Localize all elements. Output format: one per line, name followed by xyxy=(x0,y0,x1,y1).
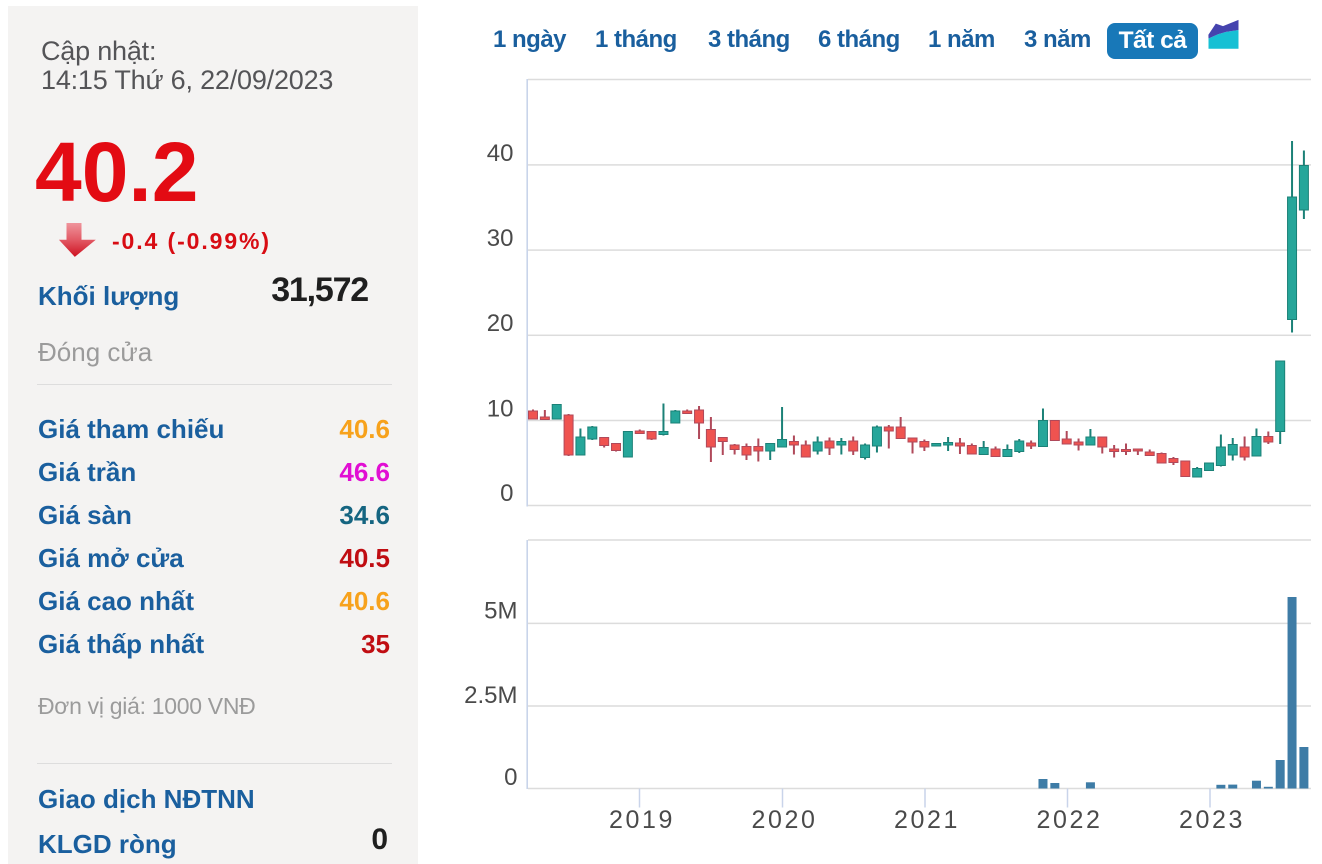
svg-text:2019: 2019 xyxy=(609,806,675,834)
svg-text:2021: 2021 xyxy=(894,806,960,834)
svg-text:2.5M: 2.5M xyxy=(464,682,517,709)
svg-text:30: 30 xyxy=(487,225,514,252)
svg-text:10: 10 xyxy=(487,395,514,422)
svg-text:20: 20 xyxy=(487,310,514,337)
svg-text:2022: 2022 xyxy=(1036,806,1102,834)
svg-text:0: 0 xyxy=(500,480,513,507)
svg-text:0: 0 xyxy=(504,764,517,791)
svg-text:5M: 5M xyxy=(484,598,517,625)
svg-text:2023: 2023 xyxy=(1179,806,1245,834)
svg-text:2020: 2020 xyxy=(751,806,817,834)
svg-text:40: 40 xyxy=(487,140,514,167)
